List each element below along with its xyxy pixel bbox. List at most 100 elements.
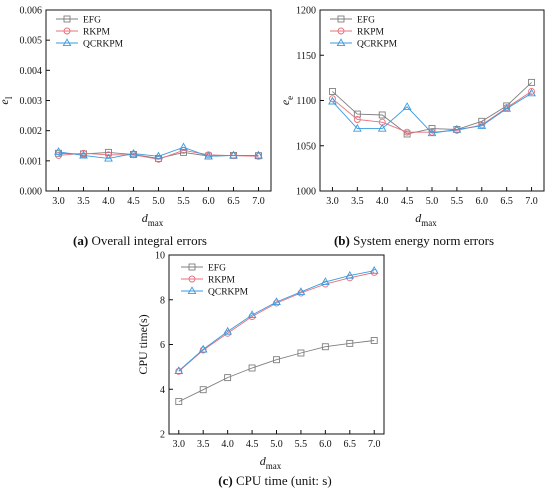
x-tick-label: 5.0 — [152, 196, 165, 207]
y-tick-label: 10 — [155, 251, 165, 262]
x-tick-label: 7.0 — [368, 439, 381, 450]
x-tick-label: 6.5 — [227, 196, 240, 207]
data-point-efg — [224, 374, 232, 382]
legend-marker — [188, 275, 196, 283]
data-point-qcrkpm — [198, 344, 208, 353]
data-point-qcrkpm — [345, 270, 355, 279]
y-tick-label: 2 — [160, 430, 165, 441]
y-tick-label: 0.004 — [20, 66, 43, 77]
data-point-efg — [175, 398, 183, 406]
data-point-qcrkpm — [179, 142, 188, 151]
data-point-qcrkpm — [129, 148, 138, 157]
x-tick-label: 5.5 — [451, 196, 464, 207]
y-tick-label: 8 — [160, 295, 165, 306]
x-axis-label: dmax — [142, 211, 164, 228]
data-point-qcrkpm — [320, 277, 330, 285]
x-tick-label: 3.0 — [173, 439, 186, 450]
data-point-efg — [378, 111, 386, 119]
series-line-qcrkpm — [178, 270, 375, 372]
plot-frame — [319, 9, 545, 192]
data-point-qcrkpm — [254, 150, 263, 159]
data-point-qcrkpm — [452, 124, 462, 133]
legend-marker — [337, 15, 345, 23]
data-point-efg — [428, 125, 436, 133]
x-tick-label: 6.0 — [476, 196, 489, 207]
series-line-qcrkpm — [58, 146, 259, 159]
legend-label: QCRKPM — [208, 288, 249, 298]
x-tick-label: 3.5 — [351, 196, 364, 207]
data-point-rkpm — [528, 87, 536, 95]
x-tick-label: 6.0 — [202, 196, 215, 207]
data-point-qcrkpm — [427, 128, 437, 137]
data-point-rkpm — [353, 116, 361, 123]
data-point-efg — [370, 337, 378, 344]
data-point-qcrkpm — [154, 151, 163, 160]
x-tick-label: 4.0 — [102, 196, 115, 207]
data-point-rkpm — [403, 128, 411, 136]
y-tick-label: 1050 — [296, 141, 316, 152]
data-point-efg — [248, 364, 256, 372]
legend-marker — [188, 263, 196, 271]
x-tick-label: 4.5 — [127, 196, 140, 207]
x-tick-label: 5.5 — [177, 196, 190, 207]
x-tick-label: 4.0 — [221, 439, 234, 450]
data-point-qcrkpm — [377, 123, 387, 132]
legend-marker — [62, 38, 72, 47]
data-point-rkpm — [80, 149, 87, 157]
data-point-qcrkpm — [247, 310, 257, 319]
legend-marker — [187, 286, 197, 295]
series-line-efg — [178, 340, 375, 403]
data-point-efg — [199, 386, 207, 394]
data-point-efg — [180, 148, 187, 156]
y-tick-label: 6 — [160, 340, 165, 351]
legend-marker — [63, 27, 71, 35]
y-tick-label: 1100 — [296, 96, 316, 107]
x-tick-label: 3.0 — [52, 196, 65, 207]
x-tick-label: 5.0 — [426, 196, 439, 207]
data-point-efg — [273, 356, 280, 364]
caption-b: (b) System energy norm errors — [334, 233, 494, 248]
data-point-qcrkpm — [477, 121, 487, 129]
data-point-efg — [297, 349, 305, 357]
data-point-qcrkpm — [328, 96, 337, 105]
x-axis-label: dmax — [260, 454, 282, 471]
y-tick-label: 1200 — [296, 6, 316, 17]
legend-label: EFG — [208, 264, 226, 274]
x-tick-label: 7.0 — [525, 196, 538, 207]
y-axis-label: CPU time(s) — [136, 314, 150, 374]
data-point-qcrkpm — [79, 150, 88, 159]
chart-panel-c: 3.0 3.5 4.0 4.5 5.0 5.5 6.0 6.5 7.0 2 4 6 8 10 dmax CPU… — [136, 251, 385, 471]
y-tick-label: 0.002 — [20, 126, 43, 137]
x-tick-label: 4.5 — [246, 439, 259, 450]
plot-frame — [168, 254, 385, 435]
data-point-efg — [328, 87, 336, 95]
x-tick-label: 3.5 — [77, 196, 90, 207]
y-tick-label: 1150 — [296, 51, 316, 62]
x-tick-label: 6.5 — [500, 196, 513, 207]
series-line-rkpm — [178, 272, 375, 372]
data-point-qcrkpm — [296, 287, 306, 295]
legend-label: RKPM — [357, 28, 384, 38]
legend-label: RKPM — [83, 28, 110, 38]
y-axis-label: eI — [0, 96, 14, 104]
data-point-qcrkpm — [272, 297, 281, 306]
legend-marker — [63, 15, 71, 23]
legend-label: RKPM — [208, 276, 235, 286]
data-point-efg — [321, 343, 329, 351]
data-point-qcrkpm — [104, 153, 113, 162]
legend-label: EFG — [357, 16, 375, 26]
data-point-efg — [353, 110, 361, 118]
data-point-rkpm — [55, 151, 62, 159]
x-axis-label: dmax — [415, 211, 437, 228]
chart-panel-a: 3.0 3.5 4.0 4.5 5.0 5.5 6.0 6.5 7.0 0.000 0.001 0.0… — [0, 6, 272, 228]
data-point-efg — [346, 339, 354, 347]
y-tick-label: 1000 — [296, 187, 316, 198]
plot-frame — [45, 9, 272, 192]
data-point-rkpm — [175, 367, 183, 375]
legend-label: EFG — [83, 16, 101, 26]
y-axis-label: ee — [278, 96, 295, 105]
data-point-qcrkpm — [502, 103, 512, 112]
data-point-qcrkpm — [527, 88, 536, 97]
data-point-efg — [478, 117, 486, 125]
